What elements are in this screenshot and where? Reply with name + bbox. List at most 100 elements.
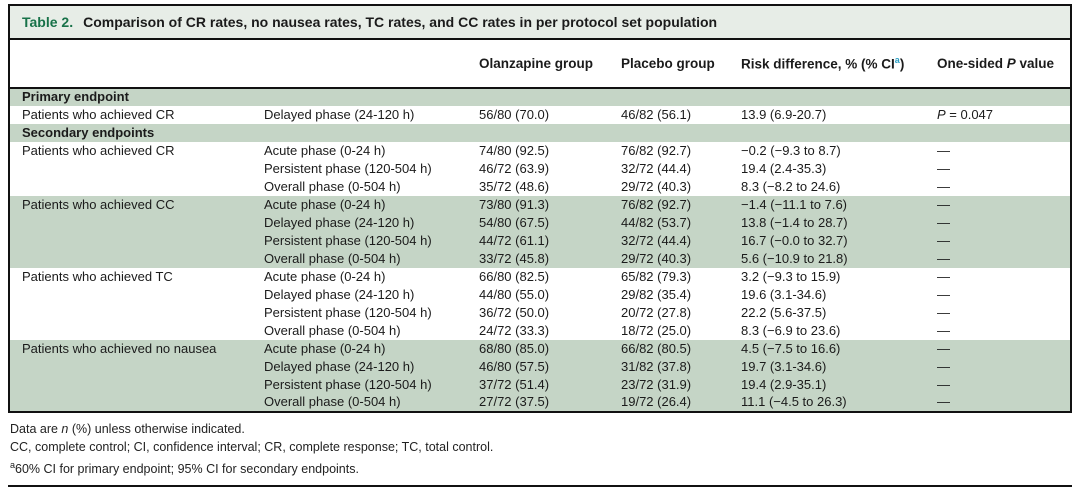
phase-cell: Overall phase (0-504 h) — [264, 178, 401, 194]
phase-cell: Delayed phase (24-120 h) — [264, 286, 415, 302]
pvalue-header-post: value — [1015, 56, 1055, 71]
placebo-cell: 29/72 (40.3) — [621, 250, 741, 268]
placebo-cell: 44/82 (53.7) — [621, 214, 741, 232]
risk-difference-cell: 3.2 (−9.3 to 15.9) — [741, 268, 841, 284]
pvalue-header-pre: One-sided — [937, 56, 1007, 71]
section-heading-row: Primary endpoint — [9, 88, 1071, 106]
endpoint-cell — [9, 214, 264, 232]
header-row: Olanzapine group Placebo group Risk diff… — [9, 40, 1071, 89]
olanzapine-cell: 24/72 (33.3) — [479, 322, 550, 338]
risk-difference-cell: −1.4 (−11.1 to 7.6) — [741, 196, 937, 214]
placebo-cell: 66/82 (80.5) — [621, 340, 741, 358]
olanzapine-cell: 35/72 (48.6) — [479, 178, 550, 194]
pvalue-header-p: P — [1006, 56, 1016, 71]
risk-header-text: Risk difference, % (% CI — [741, 56, 895, 72]
section-heading: Secondary endpoints — [9, 124, 1071, 142]
pvalue-cell: — — [937, 196, 1071, 214]
pvalue-cell: — — [937, 304, 950, 320]
table-row: Persistent phase (120-504 h) 46/72 (63.9)… — [9, 160, 1071, 178]
footnote-abbreviations: CC, complete control; CI, confidence int… — [10, 440, 494, 454]
olanzapine-cell: 33/72 (45.8) — [479, 250, 621, 268]
footnote-ci-mark: a — [10, 460, 16, 470]
footnote-data-note: Data are n (%) unless otherwise indicate… — [10, 420, 1072, 438]
pvalue-cell: — — [937, 286, 950, 302]
placebo-cell: 31/82 (37.8) — [621, 358, 741, 376]
phase-cell: Persistent phase (120-504 h) — [264, 160, 432, 176]
table-row: Persistent phase (120-504 h) 44/72 (61.1)… — [9, 232, 1071, 250]
olanzapine-cell: 37/72 (51.4) — [479, 376, 621, 394]
endpoint-cell — [9, 376, 264, 394]
olanzapine-cell: 73/80 (91.3) — [479, 196, 621, 214]
phase-cell: Delayed phase (24-120 h) — [264, 106, 415, 122]
pvalue-cell: — — [937, 232, 1071, 250]
table-row: Overall phase (0-504 h) 35/72 (48.6) 29/72… — [9, 178, 1071, 196]
pvalue-cell: — — [937, 394, 1071, 412]
footnote-data-post: (%) unless otherwise indicated. — [68, 422, 245, 436]
olanzapine-cell: 74/80 (92.5) — [479, 142, 550, 158]
risk-difference-cell: 8.3 (−8.2 to 24.6) — [741, 178, 841, 194]
risk-difference-cell: 19.6 (3.1-34.6) — [741, 286, 827, 302]
table-row: Patients who achieved TC Acute phase (0-2… — [9, 268, 1071, 286]
phase-cell: Acute phase (0-24 h) — [264, 142, 386, 158]
endpoint-cell — [9, 160, 264, 178]
table-caption: Table 2. Comparison of CR rates, no naus… — [8, 4, 1072, 40]
table-row: Patients who achieved no nausea Acute pha… — [9, 340, 1071, 358]
table-row: Persistent phase (120-504 h) 36/72 (50.0)… — [9, 304, 1071, 322]
pvalue-cell: — — [937, 160, 950, 176]
endpoint-cell: Patients who achieved CR — [22, 142, 175, 158]
pvalue-cell: — — [937, 376, 1071, 394]
phase-cell: Overall phase (0-504 h) — [264, 322, 401, 338]
footnotes: Data are n (%) unless otherwise indicate… — [8, 420, 1072, 478]
endpoint-cell — [9, 304, 264, 322]
pvalue-cell: — — [937, 358, 1071, 376]
pvalue-cell: — — [937, 142, 950, 158]
table-row: Patients who achieved CR Delayed phase (2… — [9, 106, 1071, 124]
pvalue-cell: — — [937, 322, 950, 338]
footnote-data-n: n — [61, 422, 69, 436]
endpoint-cell: Patients who achieved no nausea — [9, 340, 264, 358]
risk-difference-cell: 19.4 (2.4-35.3) — [741, 160, 827, 176]
olanzapine-cell: 44/72 (61.1) — [479, 232, 621, 250]
pvalue-cell: — — [937, 340, 1071, 358]
phase-cell: Delayed phase (24-120 h) — [264, 358, 479, 376]
endpoint-cell: Patients who achieved CR — [22, 106, 175, 122]
placebo-cell: 46/82 (56.1) — [621, 106, 692, 122]
pvalue-cell: — — [937, 214, 1071, 232]
phase-cell: Persistent phase (120-504 h) — [264, 304, 432, 320]
olanzapine-cell: 36/72 (50.0) — [479, 304, 550, 320]
risk-difference-cell: 11.1 (−4.5 to 26.3) — [741, 394, 937, 412]
section-heading: Primary endpoint — [9, 88, 1071, 106]
pvalue-cell: P = 0.047 — [937, 106, 994, 122]
risk-header-close: ) — [899, 56, 905, 72]
col-olanzapine-header: Olanzapine group — [479, 40, 621, 89]
table-row: Patients who achieved CR Acute phase (0-2… — [9, 142, 1071, 160]
risk-difference-cell: 22.2 (5.6-37.5) — [741, 304, 827, 320]
footnote-ci-text: 60% CI for primary endpoint; 95% CI for … — [15, 462, 359, 477]
placebo-cell: 20/72 (27.8) — [621, 304, 692, 320]
endpoint-cell: Patients who achieved TC — [22, 268, 173, 284]
olanzapine-cell: 54/80 (67.5) — [479, 214, 621, 232]
table-row: Overall phase (0-504 h) 27/72 (37.5) 19/72… — [9, 394, 1071, 412]
placebo-cell: 18/72 (25.0) — [621, 322, 692, 338]
olanzapine-cell: 66/80 (82.5) — [479, 268, 550, 284]
endpoint-cell — [9, 394, 264, 412]
risk-difference-cell: 19.4 (2.9-35.1) — [741, 376, 937, 394]
phase-cell: Acute phase (0-24 h) — [264, 340, 479, 358]
pvalue-cell: — — [937, 250, 1071, 268]
placebo-cell: 65/82 (79.3) — [621, 268, 692, 284]
table-number: Table 2. — [22, 14, 74, 30]
phase-cell: Delayed phase (24-120 h) — [264, 214, 479, 232]
endpoint-cell: Patients who achieved CC — [9, 196, 264, 214]
placebo-cell: 76/82 (92.7) — [621, 196, 741, 214]
pvalue-cell: — — [937, 178, 950, 194]
endpoint-cell — [9, 322, 264, 340]
risk-difference-cell: 19.7 (3.1-34.6) — [741, 358, 937, 376]
phase-cell: Acute phase (0-24 h) — [264, 196, 479, 214]
table-row: Persistent phase (120-504 h) 37/72 (51.4)… — [9, 376, 1071, 394]
results-table: Olanzapine group Placebo group Risk diff… — [8, 40, 1072, 413]
olanzapine-cell: 27/72 (37.5) — [479, 394, 621, 412]
olanzapine-cell: 46/80 (57.5) — [479, 358, 621, 376]
bottom-rule — [8, 485, 1072, 488]
phase-cell: Overall phase (0-504 h) — [264, 250, 479, 268]
placebo-cell: 32/72 (44.4) — [621, 160, 692, 176]
